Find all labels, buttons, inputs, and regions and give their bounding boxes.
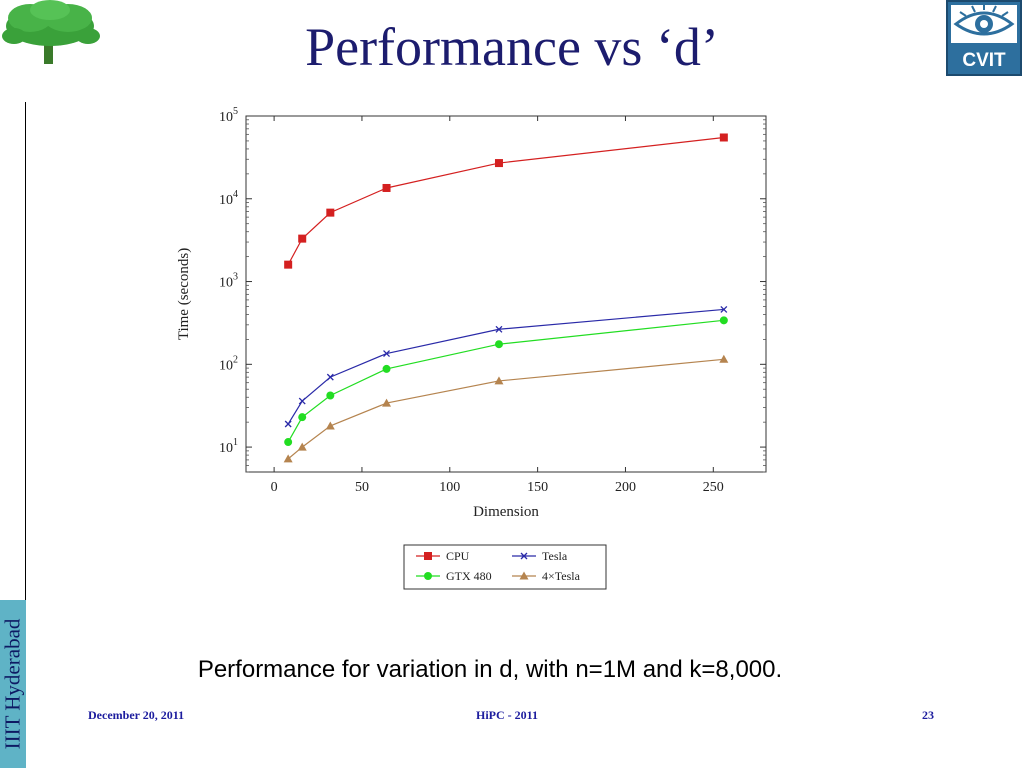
side-label: IIIT Hyderabad bbox=[0, 618, 25, 750]
data-point-4-tesla bbox=[283, 454, 293, 463]
data-point-tesla-stroke-b bbox=[720, 305, 728, 313]
data-point-4-tesla bbox=[325, 421, 335, 430]
performance-chart: 0 50 100 150 200 250 101 102 103 104 105 Dimension… bbox=[176, 106, 767, 590]
legend-marker-tesla-stroke-b bbox=[520, 552, 528, 560]
data-point-tesla bbox=[326, 373, 334, 381]
data-point-tesla-stroke-b bbox=[326, 373, 334, 381]
data-point-tesla-stroke-b bbox=[383, 350, 391, 357]
side-label-box: IIIT Hyderabad bbox=[0, 600, 26, 768]
series-line-tesla bbox=[287, 308, 724, 425]
legend-label-cpu: CPU bbox=[446, 549, 470, 563]
cvit-logo-text: CVIT bbox=[962, 50, 1006, 71]
legend-marker-tesla bbox=[520, 552, 528, 560]
y-tick-label: 104 bbox=[219, 189, 238, 208]
data-point-tesla bbox=[720, 305, 728, 313]
data-point-tesla-stroke-b bbox=[495, 325, 503, 333]
data-point-cpu bbox=[494, 159, 503, 168]
y-tick-label: 103 bbox=[219, 272, 238, 291]
legend-marker-gtx-480 bbox=[424, 572, 432, 580]
data-point-4-tesla bbox=[494, 376, 504, 385]
data-point-tesla-stroke-b bbox=[284, 420, 292, 428]
y-tick-label: 105 bbox=[219, 106, 238, 125]
left-divider bbox=[25, 102, 26, 600]
data-point-cpu bbox=[326, 208, 335, 217]
tree-logo bbox=[2, 0, 100, 64]
legend-label-4-tesla: 4×Tesla bbox=[542, 569, 581, 583]
data-point-tesla bbox=[298, 397, 306, 405]
data-point-cpu bbox=[719, 133, 728, 142]
y-tick-label: 102 bbox=[219, 354, 238, 373]
x-tick-label: 50 bbox=[355, 480, 369, 495]
data-point-4-tesla bbox=[382, 398, 392, 407]
cvit-logo: CVIT bbox=[946, 0, 1022, 76]
x-axis-label: Dimension bbox=[473, 504, 539, 520]
data-point-4-tesla bbox=[719, 354, 729, 363]
chart-legend: CPU Tesla GTX 480 4×Tesla bbox=[403, 544, 607, 590]
data-point-cpu bbox=[284, 260, 293, 269]
data-point-gtx-480 bbox=[284, 438, 293, 447]
data-point-4-tesla bbox=[297, 442, 307, 451]
series-line-gtx-480 bbox=[287, 319, 724, 443]
data-point-tesla-stroke-b bbox=[298, 397, 306, 405]
legend-label-tesla: Tesla bbox=[542, 549, 568, 563]
series-line-4-tesla bbox=[287, 358, 724, 460]
legend-label-gtx-480: GTX 480 bbox=[446, 569, 492, 583]
footer-date: December 20, 2011 bbox=[88, 708, 185, 722]
legend-frame bbox=[403, 544, 607, 590]
x-tick-label: 150 bbox=[527, 480, 548, 495]
data-point-gtx-480 bbox=[326, 391, 335, 400]
data-point-gtx-480 bbox=[298, 413, 307, 422]
legend-marker-cpu bbox=[424, 552, 432, 560]
data-point-cpu bbox=[382, 183, 391, 192]
data-point-tesla bbox=[383, 350, 391, 357]
data-point-gtx-480 bbox=[382, 364, 391, 373]
series-line-cpu bbox=[287, 136, 724, 265]
data-point-gtx-480 bbox=[719, 316, 728, 325]
legend-marker-4-tesla bbox=[519, 571, 529, 580]
y-tick-label: 101 bbox=[219, 437, 238, 456]
footer-page-number: 23 bbox=[922, 708, 934, 722]
x-tick-label: 250 bbox=[703, 480, 724, 495]
slide-caption: Performance for variation in d, with n=1… bbox=[197, 656, 783, 683]
footer-conference: HiPC - 2011 bbox=[476, 708, 538, 722]
y-axis-label: Time (seconds) bbox=[176, 248, 192, 340]
x-tick-label: 0 bbox=[271, 480, 278, 495]
data-point-tesla bbox=[495, 325, 503, 333]
data-point-tesla bbox=[284, 420, 292, 428]
x-tick-label: 200 bbox=[615, 480, 636, 495]
data-point-gtx-480 bbox=[494, 340, 503, 349]
slide-title: Performance vs ‘d’ bbox=[305, 17, 719, 77]
data-point-cpu bbox=[298, 234, 307, 243]
plot-frame bbox=[245, 115, 767, 473]
x-tick-label: 100 bbox=[439, 480, 460, 495]
